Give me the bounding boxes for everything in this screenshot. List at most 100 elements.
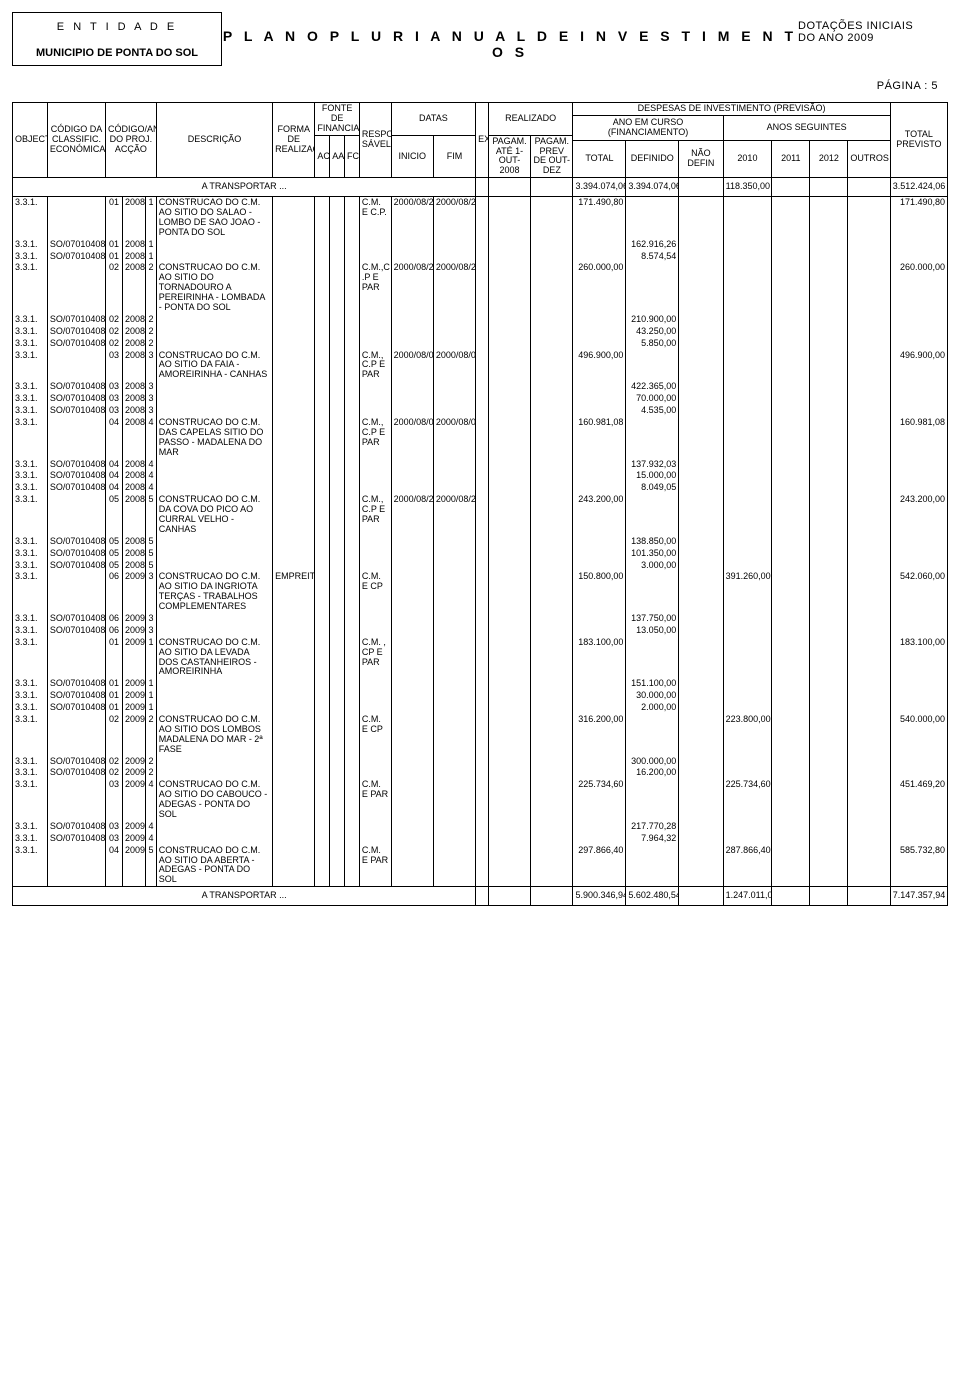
cell — [359, 756, 391, 768]
table-row: 3.3.1.0320083CONSTRUCAO DO C.M. AO SITIO… — [13, 350, 948, 382]
cell — [772, 887, 810, 906]
cell: 04 — [106, 482, 123, 494]
cell: 3.3.1. — [13, 756, 48, 768]
cell — [345, 690, 360, 702]
cell: 2009 — [122, 625, 145, 637]
cell — [345, 779, 360, 821]
cell — [573, 381, 626, 393]
cell — [848, 350, 890, 382]
cell — [679, 314, 723, 326]
cell: 5.900.346,94 — [573, 887, 626, 906]
cell: 542.060,00 — [890, 571, 947, 613]
cell — [359, 393, 391, 405]
cell — [810, 350, 848, 382]
cell: 287.866,40 — [723, 845, 772, 887]
cell — [315, 571, 330, 613]
cell — [273, 625, 315, 637]
cell — [531, 613, 573, 625]
cell: 2009 — [122, 637, 145, 679]
cell — [391, 714, 433, 756]
cell — [679, 251, 723, 263]
cell — [315, 845, 330, 887]
table-row: 3.3.1.0220092CONSTRUCAO DO C.M. AO SITIO… — [13, 714, 948, 756]
table-row: 3.3.1.SO/0701040803042008415.000,00 — [13, 470, 948, 482]
cell — [433, 833, 475, 845]
th-definido: DEFINIDO — [626, 140, 679, 178]
cell — [476, 756, 489, 768]
cell — [47, 637, 105, 679]
cell — [476, 262, 489, 313]
cell — [488, 381, 530, 393]
cell — [890, 756, 947, 768]
cell — [433, 338, 475, 350]
cell — [890, 833, 947, 845]
cell — [476, 494, 489, 536]
th-objectivo: OBJECTIVO — [13, 103, 48, 178]
cell — [47, 262, 105, 313]
cell — [433, 690, 475, 702]
cell: SO/0701040805 — [47, 251, 105, 263]
cell — [810, 326, 848, 338]
cell: 3.3.1. — [13, 637, 48, 679]
cell — [772, 350, 810, 382]
cell — [330, 338, 345, 350]
cell: 1 — [146, 197, 157, 239]
table-row: 3.3.1.0620093CONSTRUCAO DO C.M. AO SITIO… — [13, 571, 948, 613]
cell: 2009 — [122, 767, 145, 779]
cell: 3.3.1. — [13, 393, 48, 405]
cell — [345, 197, 360, 239]
table-row: 3.3.1.SO/0701040803032008370.000,00 — [13, 393, 948, 405]
cell: 2000/08/25 — [433, 494, 475, 536]
cell: 02 — [106, 767, 123, 779]
cell — [679, 756, 723, 768]
cell — [810, 702, 848, 714]
cell — [315, 350, 330, 382]
cell — [848, 178, 890, 197]
cell — [573, 548, 626, 560]
cell — [573, 326, 626, 338]
cell — [723, 239, 772, 251]
cell: 30.000,00 — [626, 690, 679, 702]
cell: SO/0701040805 — [47, 338, 105, 350]
cell — [330, 262, 345, 313]
cell — [488, 833, 530, 845]
cell: 3.3.1. — [13, 678, 48, 690]
cell — [330, 833, 345, 845]
cell: 06 — [106, 613, 123, 625]
cell — [345, 714, 360, 756]
cell — [679, 613, 723, 625]
cell — [273, 637, 315, 679]
cell — [810, 833, 848, 845]
cell: SO/0701040802 — [47, 821, 105, 833]
cell: 2008 — [122, 314, 145, 326]
cell: 3.3.1. — [13, 690, 48, 702]
cell — [772, 338, 810, 350]
cell: 243.200,00 — [890, 494, 947, 536]
cell — [315, 613, 330, 625]
cell — [810, 560, 848, 572]
cell — [345, 571, 360, 613]
cell — [679, 494, 723, 536]
cell — [679, 197, 723, 239]
cell — [723, 494, 772, 536]
cell: 297.866,40 — [573, 845, 626, 887]
cell: 2000/08/09 — [391, 350, 433, 382]
cell — [476, 314, 489, 326]
cell — [488, 197, 530, 239]
cell — [488, 239, 530, 251]
cell: 2000/08/08 — [391, 417, 433, 459]
cell — [273, 314, 315, 326]
cell — [573, 239, 626, 251]
cell: SO/0701040803 — [47, 326, 105, 338]
cell — [890, 613, 947, 625]
th-anos-seg: ANOS SEGUINTES — [723, 115, 890, 140]
cell — [848, 459, 890, 471]
cell — [890, 548, 947, 560]
cell: 496.900,00 — [890, 350, 947, 382]
cell — [359, 239, 391, 251]
cell: 2000/08/09 — [433, 350, 475, 382]
cell — [573, 251, 626, 263]
cell — [345, 381, 360, 393]
cell: 1 — [146, 251, 157, 263]
cell — [315, 262, 330, 313]
